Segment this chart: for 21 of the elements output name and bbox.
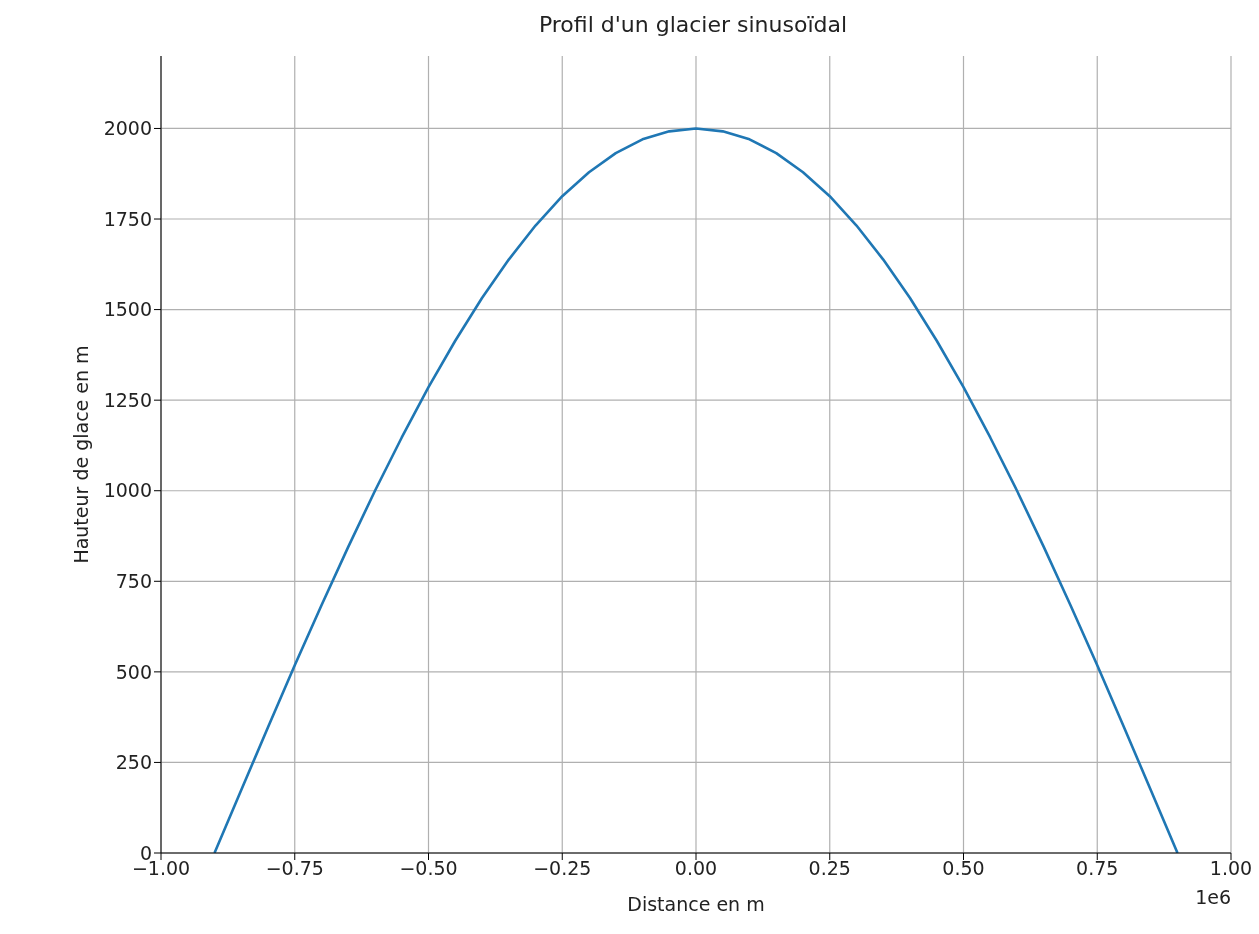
- y-tick-label: 500: [115, 660, 152, 683]
- y-axis-title: Hauteur de glace en m: [69, 345, 92, 564]
- y-tick-label: 1000: [103, 479, 152, 502]
- x-tick-label: 0.50: [942, 857, 985, 880]
- x-tick-label: 0.25: [808, 857, 851, 880]
- y-tick-label: 2000: [103, 117, 152, 140]
- x-tick-label: 0.75: [1076, 857, 1119, 880]
- y-tick-label: 250: [115, 751, 152, 774]
- x-axis-title: Distance en m: [627, 893, 765, 915]
- x-tick-label: −0.75: [265, 857, 324, 880]
- text: 1e6: [1195, 886, 1231, 908]
- line-series: [213, 127, 1179, 853]
- y-tick-label: 1250: [103, 388, 152, 411]
- chart-title: Profil d'un glacier sinusoïdal: [537, 12, 849, 37]
- x-tick-label: 0.00: [674, 857, 718, 880]
- y-tick-label: 750: [115, 570, 152, 593]
- x-tick-label: 1.00: [1209, 857, 1253, 880]
- y-tick-label: 1500: [103, 298, 152, 321]
- x-tick-label: −0.25: [533, 857, 592, 880]
- y-tick-label: 1750: [103, 207, 152, 230]
- x-tick-label: −0.50: [399, 857, 458, 880]
